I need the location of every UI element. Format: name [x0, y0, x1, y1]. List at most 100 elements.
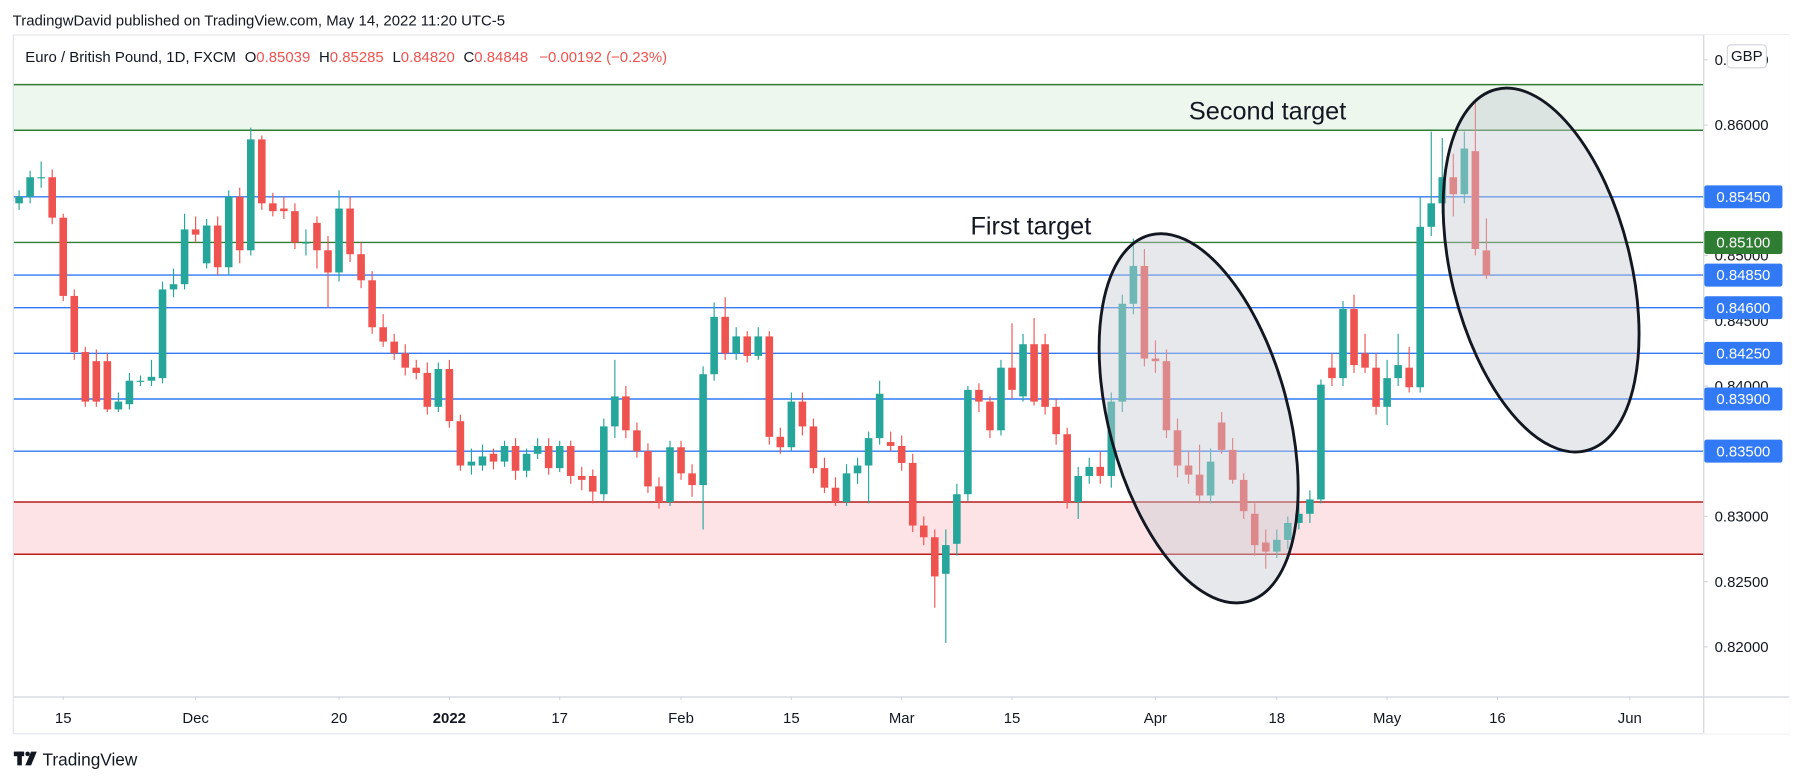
x-tick-label: Jun [1618, 710, 1642, 727]
level-label-box [1704, 185, 1783, 209]
candle-body [357, 254, 365, 281]
candle-body [401, 353, 410, 368]
candle-body [522, 453, 531, 471]
candle-body [997, 367, 1005, 431]
candle-body [1405, 367, 1413, 388]
x-tick-label: Dec [182, 710, 209, 727]
zone [13, 84, 1704, 131]
candle-body [456, 421, 465, 466]
legend-value: 0.84820 [401, 49, 455, 66]
candle-body [776, 436, 785, 448]
x-tick-label: 16 [1489, 710, 1506, 727]
candle-body [699, 374, 707, 486]
candle-body [787, 401, 796, 448]
currency-label: GBP [1731, 48, 1763, 65]
legend: Euro / British Pound, 1D, FXCM O0.85039 … [25, 49, 667, 66]
candle-body [15, 196, 23, 204]
candle-body [224, 196, 233, 268]
candle-body [1350, 308, 1358, 366]
candle-body [70, 295, 79, 353]
symbol-title: Euro / British Pound, 1D, FXCM [25, 49, 236, 66]
candle-body [897, 445, 906, 463]
x-tick-label: May [1373, 710, 1402, 727]
level-label: 0.83500 [1716, 443, 1770, 460]
candle-body [1173, 430, 1182, 466]
candle-body [1217, 422, 1226, 450]
candle-body [886, 442, 895, 446]
candle-body [1030, 344, 1038, 402]
y-tick-label: 0.82000 [1715, 639, 1769, 656]
candle-body [445, 368, 454, 422]
candle-body [511, 445, 520, 471]
level-label-box [1704, 296, 1783, 320]
candle-body [158, 289, 167, 379]
candle-body [930, 537, 939, 577]
candle-body [842, 473, 851, 503]
candle-body [434, 368, 443, 407]
candle-body [1250, 513, 1259, 546]
candle-body [1019, 344, 1027, 397]
candle-body [1063, 434, 1071, 503]
x-tick-label: Mar [889, 710, 915, 727]
candle-body [302, 242, 310, 244]
y-axis: 0.820000.825000.830000.835000.840000.845… [1703, 52, 1783, 656]
candles [15, 100, 1491, 643]
candle-body [1306, 499, 1314, 514]
candle-body [467, 461, 476, 466]
candle-body [677, 447, 685, 474]
candle-body [875, 393, 884, 439]
candle-body [577, 475, 586, 480]
candle-body [732, 336, 740, 354]
legend-value: 0.85285 [330, 49, 384, 66]
level-label-box [1704, 439, 1783, 463]
candle-body [136, 380, 145, 382]
candle-body [291, 211, 299, 243]
candle-body [1427, 203, 1436, 227]
candle-body [1339, 308, 1347, 379]
candle-body [147, 376, 156, 381]
candle-body [1008, 367, 1016, 390]
candle-body [986, 401, 994, 431]
candle-body [489, 453, 498, 462]
candle-body [213, 225, 222, 268]
candle-body [743, 336, 752, 356]
annotation: Second target [1189, 98, 1346, 126]
x-tick-label: 15 [783, 710, 800, 727]
candle-body [1239, 479, 1248, 512]
candle-body [853, 465, 862, 474]
level-label: 0.83900 [1716, 391, 1770, 408]
candle-body [666, 447, 674, 503]
candle-body [125, 380, 134, 405]
brand-logo [13, 751, 37, 766]
level-label-box [1704, 230, 1783, 254]
candle-body [280, 208, 288, 212]
candle-body [368, 280, 376, 328]
level-label: 0.85100 [1716, 235, 1770, 252]
y-tick-label: 0.86000 [1715, 117, 1769, 134]
candle-body [908, 462, 917, 526]
candle-body [191, 229, 200, 235]
candle-body [1151, 358, 1160, 362]
candle-body [942, 545, 950, 574]
candle-body [809, 426, 818, 469]
x-tick-label: 15 [55, 710, 72, 727]
candle-body [544, 445, 553, 469]
level-label: 0.84250 [1716, 346, 1770, 363]
legend-key: L [393, 49, 401, 66]
candle-body [103, 361, 112, 410]
x-tick-label: 18 [1268, 710, 1285, 727]
level-label-box [1704, 341, 1783, 365]
candle-body [390, 341, 398, 354]
candle-body [919, 525, 928, 538]
candle-body [500, 445, 509, 462]
candle-body [710, 316, 718, 375]
brand-name: TradingView [43, 749, 138, 769]
candle-body [346, 208, 354, 255]
candle-body [423, 372, 432, 407]
candle-body [533, 445, 542, 454]
candle-body [1482, 250, 1491, 276]
candle-body [820, 468, 829, 488]
candle-body [169, 284, 178, 290]
candle-body [1162, 361, 1171, 431]
